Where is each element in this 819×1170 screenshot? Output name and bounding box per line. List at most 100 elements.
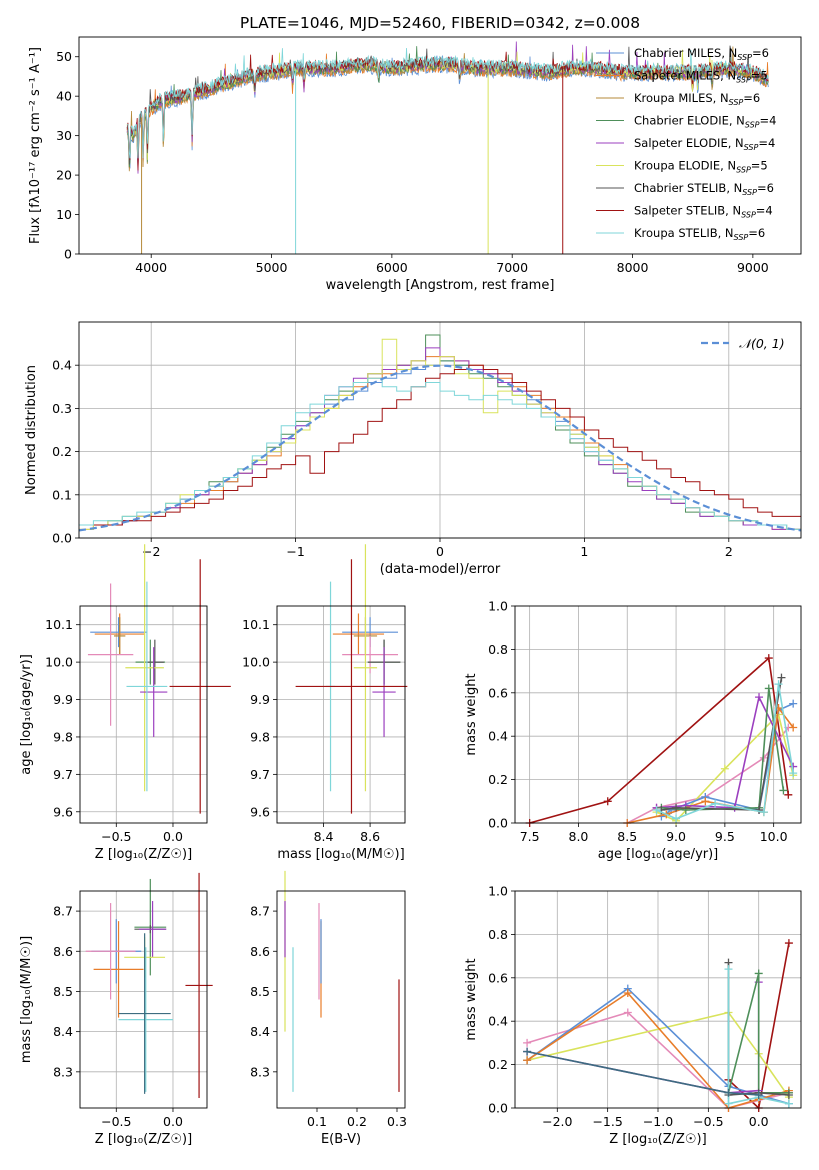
y-tick-label: 9.8 <box>250 729 270 744</box>
plot-frame <box>276 890 406 1109</box>
x-axis-label: Z [log₁₀(Z/Z☉)] <box>609 1132 706 1147</box>
legend-entry: Chabrier ELODIE, NSSP=4 <box>634 114 776 130</box>
weight-point-marker <box>523 1038 532 1047</box>
y-tick-label: 0.4 <box>488 1014 508 1029</box>
y-tick-label: 0.4 <box>488 729 508 744</box>
x-tick-label: 8.0 <box>569 829 589 844</box>
y-tick-label: 0.2 <box>52 444 72 459</box>
plot-frame <box>78 321 802 539</box>
y-tick-label: 9.7 <box>250 767 270 782</box>
weight-point-marker <box>701 797 710 806</box>
x-tick-label: 0.0 <box>749 1114 769 1129</box>
legend-entry: Salpeter ELODIE, NSSP=4 <box>634 136 775 152</box>
x-tick-label: −0.5 <box>101 1114 131 1129</box>
y-tick-label: 0.0 <box>488 816 508 831</box>
weight-series-line <box>661 677 783 811</box>
y-tick-label: 0.1 <box>52 487 72 502</box>
y-tick-label: 10 <box>56 207 72 222</box>
weight-point-marker <box>777 673 786 682</box>
x-tick-label: 8.6 <box>360 829 380 844</box>
spectrum-series-line <box>127 47 769 159</box>
x-tick-label: 0 <box>436 544 444 559</box>
legend-entry: 𝒩(0, 1) <box>739 336 785 351</box>
plot-age-vs-mass: 8.4 8.6 9.6 9.7 9.8 9.9 10.0 10.1 mass [log₁₀(M/… <box>242 544 408 862</box>
weight-point-marker <box>784 1099 793 1108</box>
plot-area <box>80 606 207 823</box>
y-tick-label: 50 <box>56 49 72 64</box>
y-tick-label: 9.6 <box>53 804 73 819</box>
x-tick-label: −1.5 <box>592 1114 622 1129</box>
weight-point-marker <box>603 797 612 806</box>
y-tick-label: 30 <box>56 128 72 143</box>
y-tick-label: 9.9 <box>250 692 270 707</box>
weight-point-marker <box>754 1090 763 1099</box>
x-tick-label: 0.0 <box>163 829 183 844</box>
y-tick-label: 0.0 <box>52 531 72 546</box>
y-tick-label: 8.4 <box>53 1024 73 1039</box>
plot-weight-vs-age: 7.5 8.0 8.5 9.0 9.5 10.0 0.0 0.2 0.4 0.6 0.8 1.0 age… <box>464 599 802 862</box>
y-tick-label: 20 <box>56 168 72 183</box>
y-tick-label: 0.8 <box>488 927 508 942</box>
y-tick-label: 10.1 <box>242 617 270 632</box>
weight-series-line <box>727 973 789 1094</box>
histogram-series <box>79 364 801 526</box>
plot-frame <box>514 605 802 824</box>
x-tick-label: 9.0 <box>666 829 686 844</box>
y-tick-label: 0.0 <box>488 1101 508 1116</box>
y-tick-label: 8.5 <box>250 984 270 999</box>
weight-point-marker <box>523 1056 532 1065</box>
y-tick-label: 0.2 <box>488 1057 508 1072</box>
weight-point-marker <box>764 684 773 693</box>
legend-entry: Salpeter STELIB, NSSP=4 <box>634 204 773 220</box>
weight-point-marker <box>672 814 681 823</box>
x-axis-label: wavelength [Angstrom, rest frame] <box>326 278 555 293</box>
y-tick-label: 8.4 <box>250 1024 270 1039</box>
x-axis-label: E(B-V) <box>321 1132 361 1147</box>
x-axis-label: (data-model)/error <box>380 562 501 577</box>
legend-entry: Chabrier STELIB, NSSP=6 <box>634 181 774 197</box>
y-tick-label: 0.6 <box>488 685 508 700</box>
x-tick-label: 1 <box>580 544 588 559</box>
x-tick-label: −0.5 <box>693 1114 723 1129</box>
y-tick-label: 0.6 <box>488 970 508 985</box>
plot-frame <box>78 36 802 255</box>
x-tick-label: 8.4 <box>314 829 334 844</box>
weight-point-marker <box>623 1008 632 1017</box>
y-axis-label: mass weight <box>464 958 479 1040</box>
plot-area <box>277 606 405 823</box>
x-tick-label: −2.0 <box>542 1114 572 1129</box>
y-tick-label: 8.3 <box>53 1064 73 1079</box>
y-tick-label: 40 <box>56 89 72 104</box>
y-axis-label: age [log₁₀(age/yr)] <box>19 654 34 775</box>
y-tick-label: 10.0 <box>45 655 73 670</box>
plot-residuals: −2 −1 0 1 2 0.0 0.1 0.2 0.3 0.4 (data-model)/error… <box>24 321 802 577</box>
x-tick-label: 9000 <box>737 260 769 275</box>
x-tick-label: 8.5 <box>617 829 637 844</box>
plot-frame <box>276 605 406 824</box>
weight-point-marker <box>789 699 798 708</box>
y-tick-label: 8.6 <box>250 944 270 959</box>
plot-frame <box>79 605 208 824</box>
y-tick-label: 8.6 <box>53 944 73 959</box>
spectrum-series-line <box>126 45 769 165</box>
y-tick-label: 8.5 <box>53 984 73 999</box>
plot-mass-vs-ebv: 0.1 0.2 0.3 8.3 8.4 8.5 8.6 8.7 E(B-V) <box>250 870 407 1147</box>
x-tick-label: 0.0 <box>163 1114 183 1129</box>
y-tick-label: 10.1 <box>45 617 73 632</box>
weight-point-marker <box>652 805 661 814</box>
x-tick-label: −1 <box>286 544 304 559</box>
weight-series-line <box>656 683 794 820</box>
x-tick-label: 4000 <box>135 260 167 275</box>
y-tick-label: 0.8 <box>488 642 508 657</box>
weight-point-marker <box>720 764 729 773</box>
y-tick-label: 9.8 <box>53 729 73 744</box>
x-axis-label: age [log₁₀(age/yr)] <box>598 847 719 862</box>
histogram-series <box>79 377 801 530</box>
x-axis-label: mass [log₁₀(M/M☉)] <box>277 847 404 862</box>
legend-entry: Chabrier MILES, NSSP=6 <box>634 46 769 62</box>
weight-point-marker <box>623 988 632 997</box>
x-tick-label: 6000 <box>376 260 408 275</box>
weight-series-line <box>727 969 790 1105</box>
legend-entry: Salpeter MILES, NSSP=5 <box>634 69 768 85</box>
